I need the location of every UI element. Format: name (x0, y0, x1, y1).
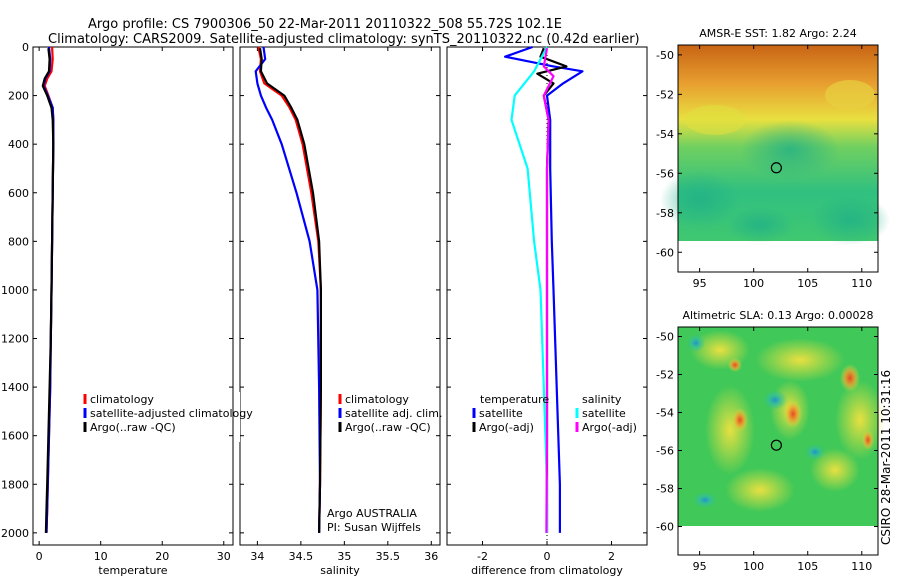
sla_map-xtick-label: 110 (851, 560, 872, 573)
difference-legend-temp-argo: Argo(-adj) (479, 421, 534, 434)
temperature-ytick-label: 1600 (1, 430, 29, 443)
sst_map-argo-marker (770, 162, 782, 174)
sla-heatmap-image (678, 327, 885, 526)
difference-xtick-label: 0 (544, 550, 551, 563)
salinity-xtick-label: 35.5 (376, 550, 401, 563)
sst_map-axes-frame (677, 44, 879, 273)
chart-marks-layer: 0 10 20 30020040060080010001200140016001800… (1, 27, 879, 577)
sla_map-ytick-label: -56 (656, 445, 674, 458)
temperature-ytick-label: 800 (8, 235, 29, 248)
sst_map-ytick-label: -60 (656, 246, 674, 259)
salinity-legend-1: satellite adj. clim. (345, 407, 442, 420)
temperature-legend-0: climatology (90, 393, 154, 406)
difference-series-salinity-argo-adj- (542, 48, 555, 533)
sla_map-ytick-label: -52 (656, 369, 674, 382)
salinity-annotation-line1: Argo AUSTRALIA (327, 507, 417, 520)
temperature-xtick-label: 20 (155, 550, 169, 563)
temperature-xlabel: temperature (98, 564, 167, 577)
difference-legend-salinity-header: salinity (582, 393, 622, 406)
title-line2: Climatology: CARS2009. Satellite-adjuste… (48, 32, 640, 47)
sst_map-xtick-label: 110 (851, 277, 872, 290)
sla_map-ytick-label: -58 (656, 483, 674, 496)
sst_map-ytick-label: -56 (656, 167, 674, 180)
temperature-xtick-label: 0 (36, 550, 43, 563)
difference-legend-sal-satellite: satellite (582, 407, 626, 420)
difference-series-temperature-argo-adj- (536, 47, 568, 533)
temperature-ytick-label: 600 (8, 187, 29, 200)
difference-xtick-label: -2 (477, 550, 488, 563)
temperature-series-argo-raw-qc- (41, 48, 55, 533)
temperature-ytick-label: 200 (8, 90, 29, 103)
temperature-ytick-label: 1000 (1, 284, 29, 297)
sst_map-ytick-label: -58 (656, 207, 674, 220)
temperature-ytick-label: 1400 (1, 381, 29, 394)
temperature-xtick-label: 30 (217, 550, 231, 563)
temperature-ytick-label: 1800 (1, 478, 29, 491)
temperature-xtick-label: 10 (94, 550, 108, 563)
salinity-annotation-line2: PI: Susan Wijffels (327, 521, 421, 534)
sla_map-ytick-label: -54 (656, 407, 674, 420)
sla_map-ytick-label: -50 (656, 331, 674, 344)
temperature-ytick-label: 2000 (1, 527, 29, 540)
sla_map-ytick-label: -60 (656, 521, 674, 534)
salinity-xtick-label: 34.5 (289, 550, 314, 563)
sst_map-xtick-label: 105 (797, 277, 818, 290)
sla_map-xtick-label: 105 (797, 560, 818, 573)
salinity-series-climatology (257, 46, 322, 533)
sst_map-ytick-label: -52 (656, 88, 674, 101)
difference-legend-sal-argo: Argo(-adj) (582, 421, 637, 434)
sst_map-xtick-label: 95 (693, 277, 707, 290)
salinity-xtick-label: 34 (250, 550, 264, 563)
difference-legend-temperature-header: temperature (480, 393, 549, 406)
salinity-xtick-label: 35 (337, 550, 351, 563)
sst_map-ytick-label: -54 (656, 128, 674, 141)
sst_map-ytick-label: -50 (656, 49, 674, 62)
temperature-legend-1: satellite-adjusted climatology (90, 407, 253, 420)
salinity-xlabel: salinity (320, 564, 360, 577)
salinity-legend-0: climatology (345, 393, 409, 406)
footer-stamp: CSIRO 28-Mar-2011 10:31:16 (879, 370, 893, 545)
sla_map-xtick-label: 95 (693, 560, 707, 573)
salinity-series-satellite-adj-clim- (254, 46, 322, 533)
salinity-xtick-label: 36 (424, 550, 438, 563)
salinity-axes-frame (239, 46, 441, 546)
temperature-axes-frame (32, 46, 234, 546)
temperature-ytick-label: 0 (22, 41, 29, 54)
temperature-legend-clip (239, 392, 240, 442)
temperature-ytick-label: 1200 (1, 333, 29, 346)
difference-xtick-label: 2 (608, 550, 615, 563)
sst_map-xtick-label: 100 (743, 277, 764, 290)
salinity-legend-2: Argo(..raw -QC) (345, 421, 431, 434)
difference-series-temperature-satellite (504, 45, 584, 533)
salinity-series-argo-raw-qc- (258, 48, 322, 533)
sla_map-axes-frame (677, 326, 879, 556)
sla_map-title: Altimetric SLA: 0.13 Argo: 0.00028 (682, 309, 873, 322)
sla_map-xtick-label: 100 (743, 560, 764, 573)
sst_map-title: AMSR-E SST: 1.82 Argo: 2.24 (699, 27, 857, 40)
difference-legend-temp-satellite: satellite (479, 407, 523, 420)
sst-heatmap-image (660, 45, 890, 245)
title-line1: Argo profile: CS 7900306_50 22-Mar-2011 … (88, 17, 562, 32)
temperature-ytick-label: 400 (8, 138, 29, 151)
sla_map-argo-marker (770, 439, 782, 451)
difference-xlabel: difference from climatology (471, 564, 623, 577)
temperature-legend-2: Argo(..raw -QC) (90, 421, 176, 434)
difference-series-salinity-satellite (510, 46, 549, 533)
